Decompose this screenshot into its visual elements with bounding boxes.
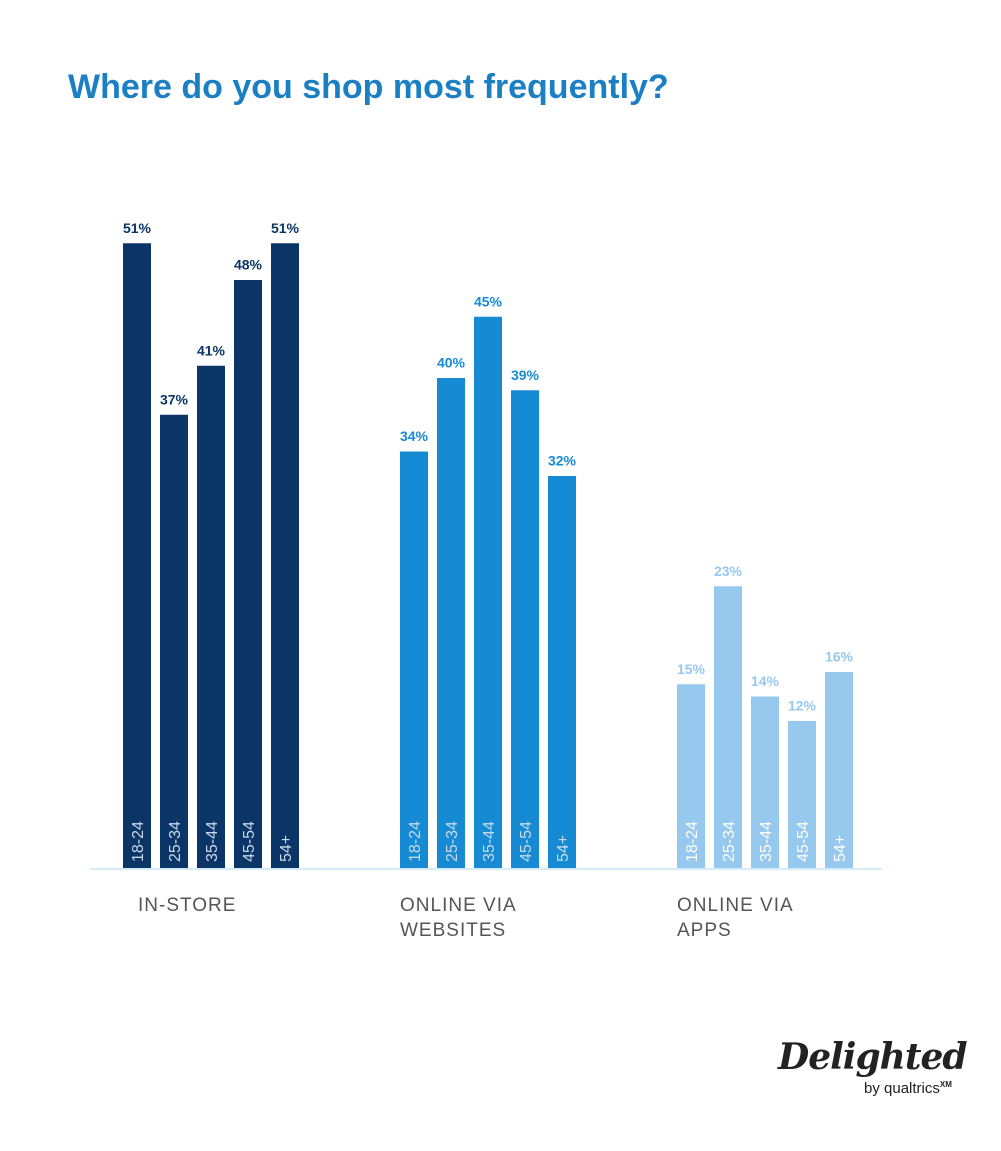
group-label: IN-STORE — [138, 895, 237, 916]
age-label: 45-54 — [241, 821, 258, 862]
age-label: 25-34 — [167, 821, 184, 862]
logo-by: by qualtrics — [864, 1080, 940, 1097]
logo-tagline: by qualtricsXM — [864, 1080, 952, 1097]
bar — [474, 316, 502, 868]
bar — [825, 672, 853, 868]
age-label: 18-24 — [407, 821, 424, 862]
value-label: 48% — [234, 257, 263, 273]
age-label: 35-44 — [481, 821, 498, 862]
bar — [437, 378, 465, 868]
age-label: 25-34 — [721, 821, 738, 862]
age-label: 54+ — [832, 835, 849, 862]
logo-mark: XM — [939, 1080, 952, 1089]
group-label: ONLINE VIA APPS — [677, 895, 793, 941]
logo-name: Delighted — [778, 1036, 968, 1078]
age-label: 35-44 — [204, 821, 221, 862]
value-label: 16% — [825, 649, 854, 665]
bar — [751, 696, 779, 868]
value-label: 39% — [511, 367, 540, 383]
bar — [197, 365, 225, 868]
bar — [677, 684, 705, 868]
bar — [234, 280, 262, 868]
value-label: 51% — [271, 220, 300, 236]
age-label: 18-24 — [684, 821, 701, 862]
age-label: 45-54 — [518, 821, 535, 862]
bar — [714, 586, 742, 868]
bar — [788, 721, 816, 868]
value-label: 12% — [788, 698, 817, 714]
bar — [548, 476, 576, 868]
value-label: 32% — [548, 453, 577, 469]
age-label: 18-24 — [130, 821, 147, 862]
group-label: ONLINE VIA WEBSITES — [400, 895, 516, 941]
age-label: 54+ — [555, 835, 572, 862]
value-label: 14% — [751, 673, 780, 689]
value-label: 37% — [160, 391, 189, 407]
age-label: 35-44 — [758, 821, 775, 862]
age-label: 25-34 — [444, 821, 461, 862]
bar — [511, 390, 539, 868]
bar — [160, 414, 188, 868]
value-label: 15% — [677, 661, 706, 677]
age-label: 54+ — [278, 835, 295, 862]
value-label: 40% — [437, 355, 466, 371]
value-label: 34% — [400, 428, 429, 444]
logo: Delighted by qualtricsXM — [778, 1036, 968, 1097]
chart-title: Where do you shop most frequently? — [68, 68, 669, 106]
value-label: 41% — [197, 342, 226, 358]
age-label: 45-54 — [795, 821, 812, 862]
value-label: 51% — [123, 220, 152, 236]
value-label: 23% — [714, 563, 743, 579]
bar — [271, 243, 299, 868]
value-label: 45% — [474, 293, 503, 309]
bar — [123, 243, 151, 868]
bar — [400, 451, 428, 868]
